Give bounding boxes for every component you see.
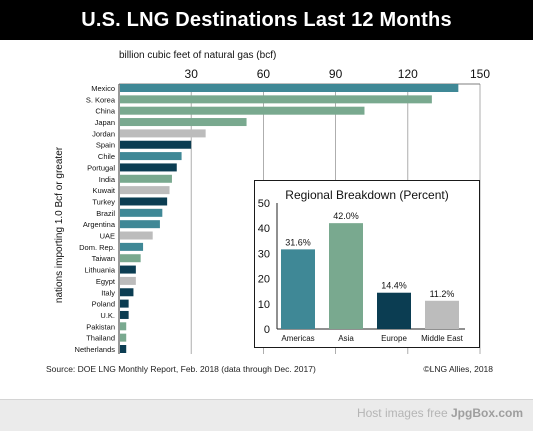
inset-category-label: Americas (281, 334, 314, 343)
regional-breakdown-chart: 0 10 20 30 40 50 31.6% Americas 42.0% Asia 14.4% Eu… (258, 198, 465, 343)
category-label: U.K. (100, 311, 115, 320)
category-label: Pakistan (86, 322, 115, 331)
bar (120, 140, 192, 149)
category-label: UAE (100, 232, 115, 241)
bar (120, 322, 127, 331)
bar (120, 220, 160, 229)
category-label: Chile (98, 152, 115, 161)
category-label: Jordan (92, 129, 115, 138)
category-label: Japan (95, 118, 115, 127)
bar (120, 152, 182, 161)
category-label: S. Korea (86, 95, 116, 104)
inset-value-label: 14.4% (381, 281, 407, 291)
x-axis-title: billion cubic feet of natural gas (bcf) (119, 50, 276, 61)
inset-y-tick-label: 0 (264, 324, 270, 336)
bar (120, 299, 129, 308)
bar (120, 186, 170, 195)
x-tick-label: 60 (257, 67, 271, 81)
inset-y-tick-label: 30 (258, 248, 270, 260)
category-label: Taiwan (92, 254, 115, 263)
bar (120, 310, 129, 319)
x-tick-label: 150 (470, 67, 490, 81)
category-label: Argentina (83, 220, 116, 229)
category-label: Portugal (87, 163, 115, 172)
category-label: Egypt (96, 277, 116, 286)
footer-text: Host images free JpgBox.com (357, 406, 523, 420)
category-label: India (99, 175, 116, 184)
inset-y-tick-label: 40 (258, 223, 270, 235)
category-label: Lithuania (85, 266, 116, 275)
bar (120, 95, 432, 104)
bar (120, 333, 127, 342)
category-label: Spain (96, 141, 115, 150)
inset-value-label: 11.2% (430, 289, 455, 299)
category-label: Netherlands (75, 345, 116, 354)
inset-category-label: Asia (338, 334, 354, 343)
y-axis-title: nations importing 1.0 Bcf or greater (54, 146, 65, 303)
bar (120, 276, 136, 285)
regional-breakdown-panel: 0 10 20 30 40 50 31.6% Americas 42.0% Asia 14.4% Eu… (254, 180, 480, 348)
inset-value-label: 31.6% (285, 237, 311, 247)
bar (120, 174, 172, 183)
page-title: U.S. LNG Destinations Last 12 Months (0, 0, 533, 40)
inset-bar (377, 292, 411, 329)
footer-brand-link[interactable]: JpgBox.com (450, 406, 523, 420)
category-label: Kuwait (92, 186, 115, 195)
category-label: Turkey (92, 197, 115, 206)
x-tick-label: 120 (398, 67, 418, 81)
category-label: Mexico (91, 84, 115, 93)
x-tick-label: 30 (185, 67, 199, 81)
bar (120, 265, 136, 274)
category-label: Dom. Rep. (79, 243, 115, 252)
bar (120, 129, 206, 138)
inset-title: Regional Breakdown (Percent) (285, 188, 449, 202)
bar (120, 254, 141, 263)
category-label: Brazil (96, 209, 115, 218)
inset-value-label: 42.0% (333, 211, 359, 221)
category-label: Poland (92, 300, 115, 309)
footer-prefix: Host images free (356, 406, 451, 420)
bar (120, 231, 153, 240)
source-note: Source: DOE LNG Monthly Report, Feb. 201… (46, 364, 316, 374)
bar (120, 345, 127, 353)
inset-category-label: Europe (381, 334, 407, 343)
inset-y-tick-label: 50 (258, 198, 270, 210)
inset-bar (425, 300, 459, 329)
category-label: Italy (101, 288, 115, 297)
inset-bar (281, 249, 315, 329)
inset-bar (329, 223, 363, 329)
infographic-frame: U.S. LNG Destinations Last 12 Months bil… (0, 0, 533, 374)
category-label: Thailand (86, 334, 115, 343)
inset-y-tick-label: 20 (258, 274, 270, 286)
inset-y-tick-label: 10 (258, 299, 270, 311)
copyright-credit: ©LNG Allies, 2018 (423, 364, 493, 374)
bar (120, 106, 365, 115)
bar (120, 242, 144, 251)
host-footer: Host images free JpgBox.com (0, 399, 533, 431)
x-tick-label: 90 (329, 67, 343, 81)
category-label: China (95, 107, 115, 116)
bar (120, 163, 177, 172)
bar (120, 288, 134, 297)
bar (120, 208, 163, 217)
inset-category-label: Middle East (421, 334, 464, 343)
bar (120, 197, 168, 206)
bar (120, 84, 459, 92)
bar (120, 118, 247, 127)
